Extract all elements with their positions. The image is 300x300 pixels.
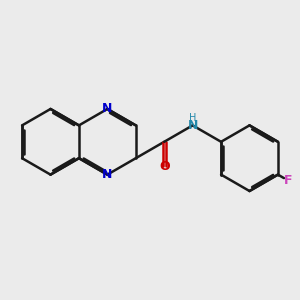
- Text: N: N: [102, 103, 112, 116]
- Text: H: H: [189, 113, 196, 123]
- Text: N: N: [188, 119, 198, 132]
- Text: F: F: [284, 174, 292, 187]
- Text: N: N: [102, 168, 112, 181]
- Text: O: O: [159, 160, 169, 173]
